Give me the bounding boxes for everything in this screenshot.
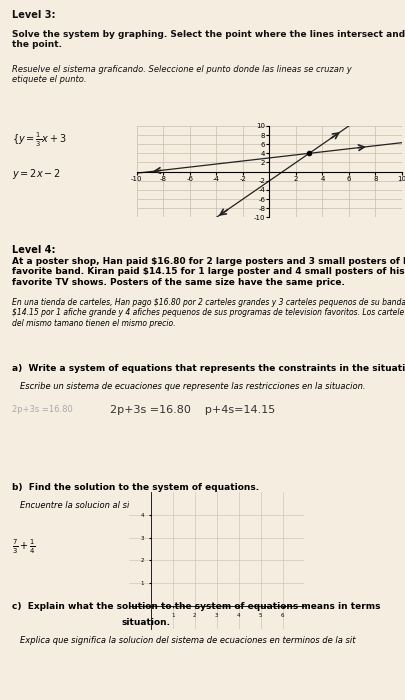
Text: Resuelve el sistema graficando. Seleccione el punto donde las lineas se cruzan y: Resuelve el sistema graficando. Seleccio… (12, 64, 351, 84)
Text: c)  Explain what the solution to the system of equations means in terms: c) Explain what the solution to the syst… (12, 601, 380, 610)
Text: Escribe un sistema de ecuaciones que represente las restricciones en la situacio: Escribe un sistema de ecuaciones que rep… (20, 382, 364, 391)
Text: Explica que significa la solucion del sistema de ecuaciones en terminos de la si: Explica que significa la solucion del si… (20, 636, 355, 645)
Text: a)  Write a system of equations that represents the constraints in the situati: a) Write a system of equations that repr… (12, 364, 405, 372)
Text: b)  Find the solution to the system of equations.: b) Find the solution to the system of eq… (12, 482, 259, 491)
Text: Level 3:: Level 3: (12, 10, 55, 20)
Text: situation.: situation. (121, 618, 170, 627)
Text: $\{ y = \frac{1}{3}x + 3$: $\{ y = \frac{1}{3}x + 3$ (12, 130, 67, 148)
Text: Solve the system by graphing. Select the point where the lines intersect and lab: Solve the system by graphing. Select the… (12, 30, 405, 49)
Text: 2p+3s =16.80    p+4s=14.15: 2p+3s =16.80 p+4s=14.15 (109, 405, 274, 415)
Text: At a poster shop, Han paid $16.80 for 2 large posters and 3 small posters of his: At a poster shop, Han paid $16.80 for 2 … (12, 257, 405, 286)
Text: Encuentre la solucion al sistema de ecuaciones.: Encuentre la solucion al sistema de ecua… (20, 501, 220, 510)
Text: $  y = 2x - 2$: $ y = 2x - 2$ (12, 167, 61, 181)
Text: 2p+3s =16.80: 2p+3s =16.80 (12, 405, 73, 414)
Text: $\frac{7}{3} + \frac{1}{4}$: $\frac{7}{3} + \frac{1}{4}$ (12, 538, 36, 556)
Text: En una tienda de carteles, Han pago $16.80 por 2 carteles grandes y 3 carteles p: En una tienda de carteles, Han pago $16.… (12, 298, 405, 328)
Text: Level 4:: Level 4: (12, 245, 55, 255)
